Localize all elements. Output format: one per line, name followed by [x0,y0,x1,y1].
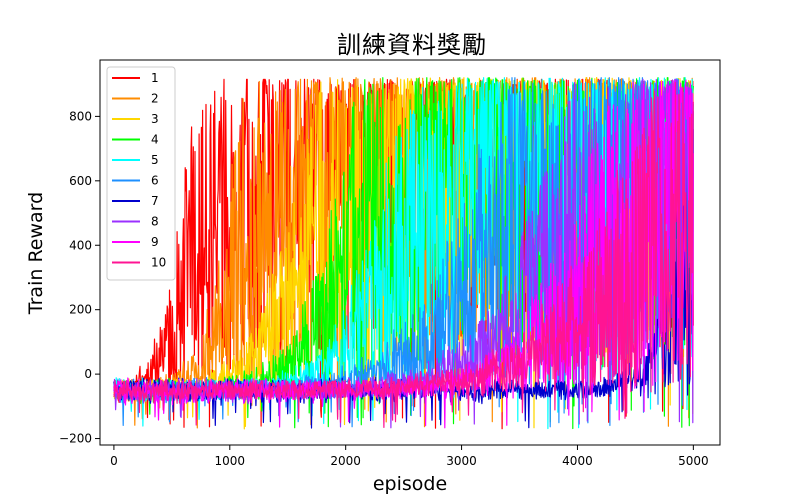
y-axis-label: Train Reward [25,192,47,315]
x-tick-label: 4000 [562,454,593,468]
x-axis-ticks: 0 1000 2000 3000 4000 5000 [110,445,709,468]
x-tick-label: 3000 [446,454,477,468]
series-layer [113,77,694,430]
y-tick-label: 400 [69,238,92,252]
legend-box [106,66,176,281]
y-axis-ticks: −200 0 200 400 600 800 [59,109,100,446]
legend-label-1: 1 [151,71,159,85]
x-tick-label: 0 [110,454,118,468]
y-tick-label: −200 [59,432,92,446]
legend-label-6: 6 [151,174,159,188]
y-tick-label: 200 [69,303,92,317]
y-tick-label: 800 [69,109,92,123]
y-tick-label: 600 [69,174,92,188]
y-tick-label: 0 [84,367,92,381]
x-tick-label: 1000 [215,454,246,468]
legend-label-2: 2 [151,92,159,106]
x-tick-label: 5000 [678,454,709,468]
legend-label-4: 4 [151,133,159,147]
legend-label-8: 8 [151,215,159,229]
series-line-10 [113,81,694,428]
plot-frame [99,59,721,446]
x-tick-label: 2000 [330,454,361,468]
legend-label-9: 9 [151,235,159,249]
chart-title: 訓練資料獎勵 [337,31,487,59]
x-axis-label: episode [373,473,447,495]
legend: 1 2 3 4 5 6 7 8 9 10 [106,66,176,281]
legend-label-10: 10 [151,256,166,270]
legend-label-3: 3 [151,112,159,126]
legend-label-5: 5 [151,153,159,167]
legend-label-7: 7 [151,194,159,208]
